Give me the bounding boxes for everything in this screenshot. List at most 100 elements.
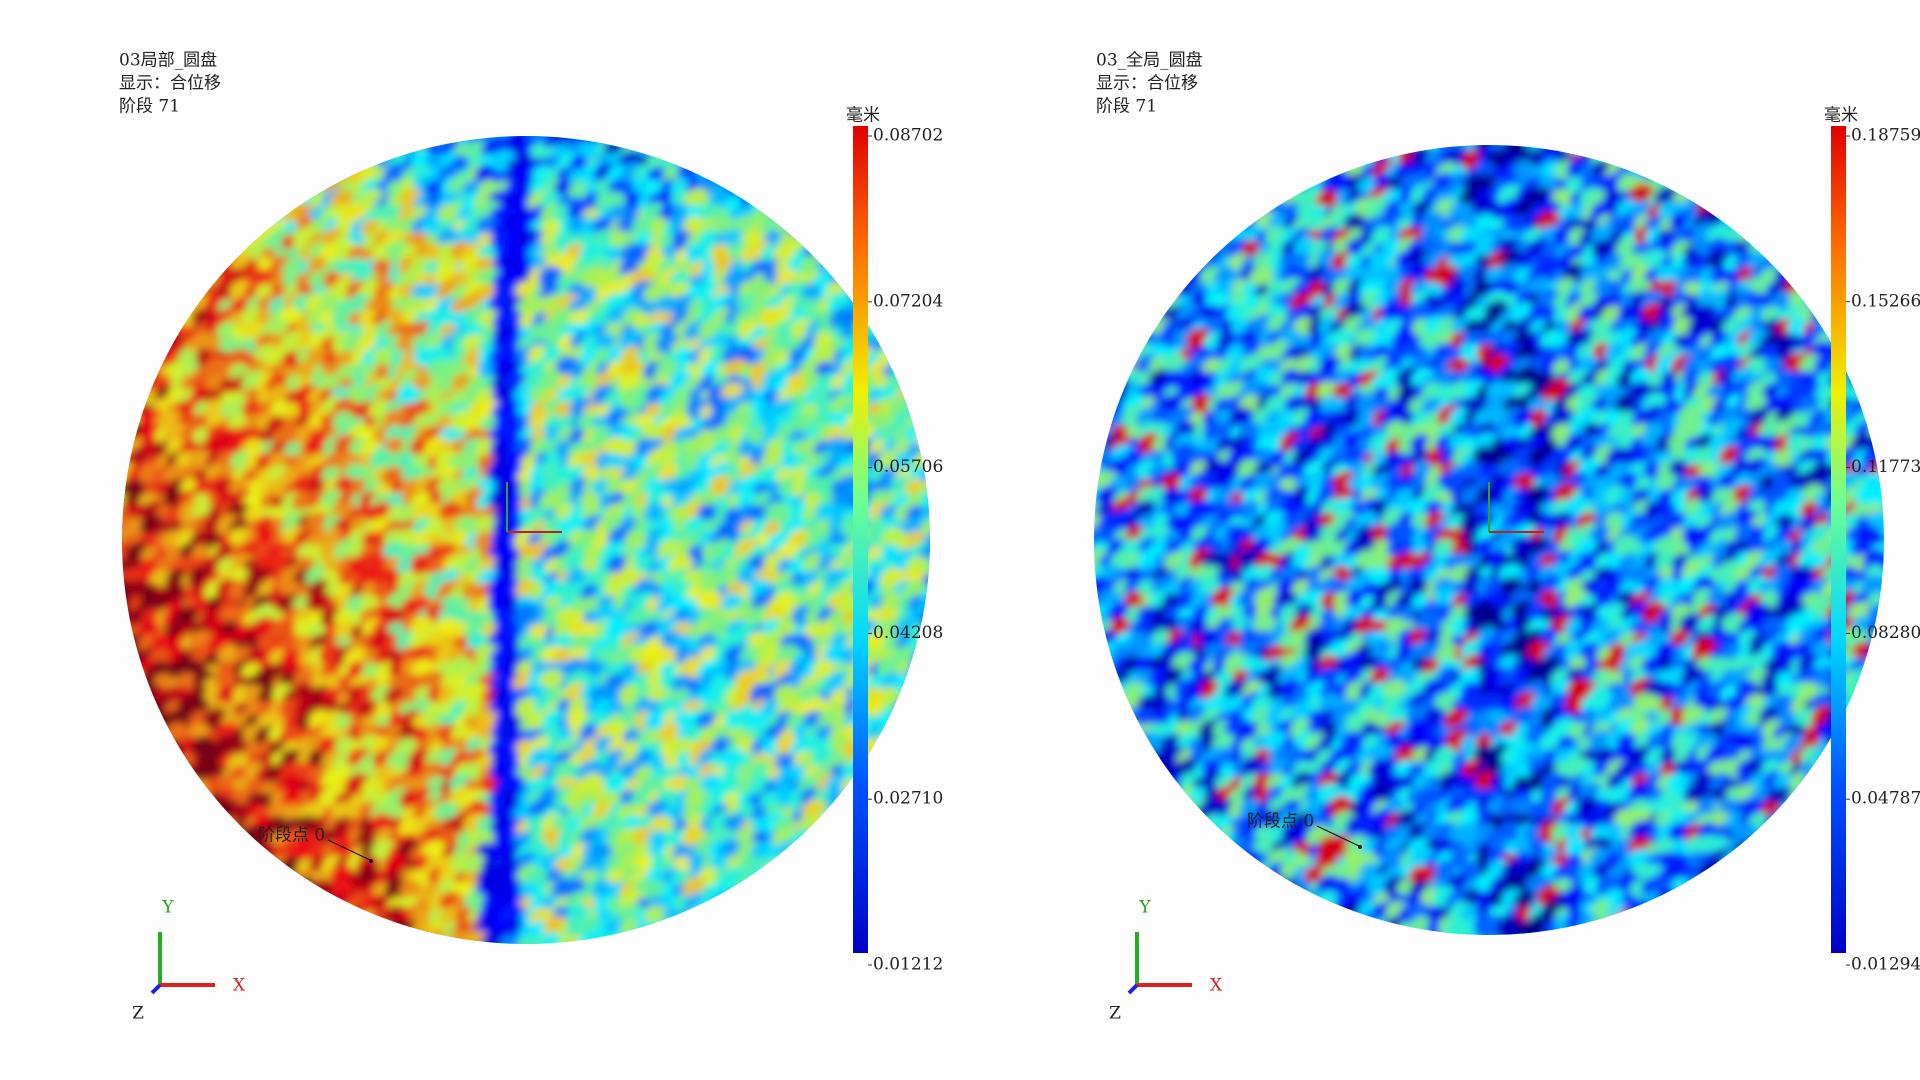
cell xyxy=(1710,266,1729,285)
cell xyxy=(635,921,660,944)
cell xyxy=(712,426,732,446)
cell xyxy=(711,891,739,920)
displacement-map xyxy=(1094,145,1884,935)
unit-label: 毫米 xyxy=(846,106,880,126)
cell xyxy=(1426,448,1445,467)
cell xyxy=(413,936,434,944)
cell xyxy=(684,892,711,920)
cell xyxy=(739,879,763,903)
colorbar-label: 0.07204 xyxy=(873,291,943,311)
cell xyxy=(910,651,930,673)
cell xyxy=(1583,145,1605,158)
cell xyxy=(1460,342,1483,365)
cell xyxy=(673,909,695,931)
cell xyxy=(673,921,701,944)
cell xyxy=(122,439,134,463)
cell xyxy=(1333,150,1356,173)
cell xyxy=(893,715,912,734)
cell xyxy=(540,932,565,944)
cell xyxy=(905,686,926,707)
cell xyxy=(1867,412,1884,432)
cell xyxy=(635,932,659,944)
cell xyxy=(604,618,629,644)
axis-z-label: Z xyxy=(132,1004,144,1024)
cell xyxy=(920,489,930,513)
colorbar xyxy=(853,126,868,953)
colorbar-label: 0.02710 xyxy=(873,789,943,809)
cell xyxy=(866,738,891,763)
cell xyxy=(776,853,800,876)
point-dot xyxy=(369,859,373,863)
cell xyxy=(332,410,356,434)
cell xyxy=(1356,344,1378,366)
cell xyxy=(603,931,631,944)
cell xyxy=(1751,227,1774,249)
cell xyxy=(230,803,251,823)
cell xyxy=(876,726,903,753)
cell xyxy=(1241,500,1262,521)
cell xyxy=(529,142,548,161)
cell xyxy=(267,870,292,895)
colorbar-label: 0.08702 xyxy=(873,126,943,146)
cell xyxy=(826,790,850,813)
cell xyxy=(1388,145,1408,156)
cell xyxy=(343,907,369,934)
cell xyxy=(878,323,905,350)
cell xyxy=(1096,383,1120,407)
cell xyxy=(892,700,917,725)
cell xyxy=(1230,317,1250,337)
cell xyxy=(410,553,434,577)
cell xyxy=(761,192,785,216)
cell xyxy=(799,814,824,839)
cell xyxy=(916,426,930,450)
triad-z xyxy=(150,983,162,995)
cell xyxy=(1565,176,1586,196)
cell xyxy=(657,919,684,944)
cell xyxy=(727,884,746,903)
cell xyxy=(901,672,930,701)
cell xyxy=(488,490,511,513)
axis-x-label: X xyxy=(233,976,246,996)
cell xyxy=(920,413,930,437)
cell xyxy=(751,857,775,882)
cell xyxy=(762,863,791,891)
cell xyxy=(477,360,497,380)
axis-y-label: Y xyxy=(161,898,174,918)
cell xyxy=(1686,173,1709,196)
cell xyxy=(1868,422,1884,444)
cell xyxy=(644,711,667,734)
colorbar-label: 0.04208 xyxy=(873,623,943,643)
cell xyxy=(619,919,644,944)
cell xyxy=(801,283,822,303)
cell xyxy=(403,932,425,944)
title-line: 阶段 71 xyxy=(119,97,180,117)
cell xyxy=(789,828,814,853)
cell xyxy=(621,136,648,153)
cell xyxy=(1863,397,1884,421)
cell xyxy=(122,617,136,644)
title-line: 显示：合位移 xyxy=(119,74,221,94)
cell xyxy=(893,688,919,713)
cell xyxy=(1372,396,1392,415)
cell xyxy=(424,928,453,944)
cell xyxy=(685,243,709,267)
colorbar-label: 0.05706 xyxy=(873,457,943,477)
cell xyxy=(435,935,459,944)
cell xyxy=(881,738,904,761)
cell xyxy=(737,872,758,894)
cell xyxy=(788,844,814,869)
title-line: 03局部_圆盘 xyxy=(119,51,217,71)
cell xyxy=(751,866,775,891)
cell xyxy=(815,815,835,836)
cell xyxy=(257,854,279,876)
cell xyxy=(894,452,913,471)
cell xyxy=(399,879,422,902)
cell xyxy=(1682,266,1703,288)
cell xyxy=(662,908,681,927)
cell xyxy=(179,777,204,801)
cell xyxy=(338,906,358,926)
cell xyxy=(880,544,901,564)
